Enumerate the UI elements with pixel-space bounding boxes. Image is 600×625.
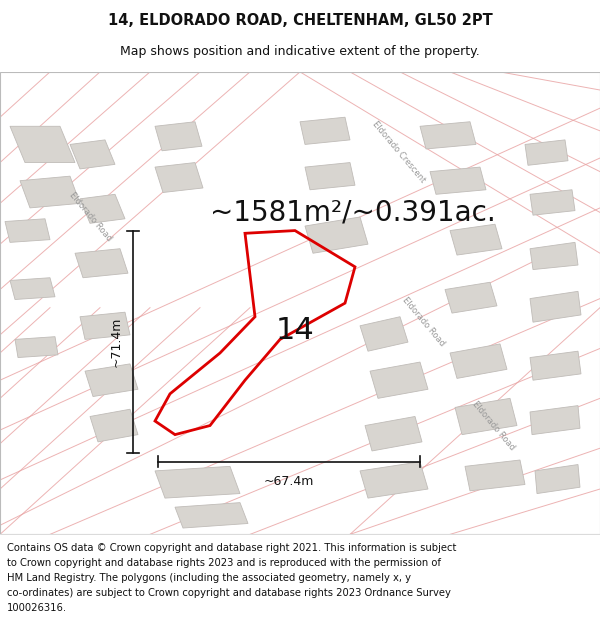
Text: ~1581m²/~0.391ac.: ~1581m²/~0.391ac. (210, 199, 496, 226)
Polygon shape (445, 282, 497, 313)
Text: HM Land Registry. The polygons (including the associated geometry, namely x, y: HM Land Registry. The polygons (includin… (7, 573, 411, 583)
Polygon shape (530, 242, 578, 269)
Polygon shape (20, 176, 80, 208)
Polygon shape (430, 167, 486, 194)
Text: Eldorado Road: Eldorado Road (470, 399, 516, 452)
Polygon shape (15, 337, 58, 357)
Polygon shape (305, 217, 368, 253)
Polygon shape (450, 344, 507, 378)
Polygon shape (10, 278, 55, 299)
Text: Eldorado Road: Eldorado Road (400, 295, 446, 348)
Text: Contains OS data © Crown copyright and database right 2021. This information is : Contains OS data © Crown copyright and d… (7, 543, 457, 554)
Polygon shape (300, 118, 350, 144)
Polygon shape (155, 122, 202, 151)
Polygon shape (360, 462, 428, 498)
Polygon shape (155, 466, 240, 498)
Polygon shape (530, 291, 581, 322)
Polygon shape (90, 409, 138, 442)
Polygon shape (5, 219, 50, 243)
Text: 100026316.: 100026316. (7, 603, 67, 613)
Polygon shape (465, 460, 525, 491)
Polygon shape (365, 416, 422, 451)
Text: Eldorado Crescent: Eldorado Crescent (370, 119, 427, 184)
Polygon shape (10, 126, 75, 162)
Polygon shape (530, 406, 580, 434)
Text: Map shows position and indicative extent of the property.: Map shows position and indicative extent… (120, 45, 480, 58)
Text: Eldorado Road: Eldorado Road (67, 191, 113, 243)
Text: to Crown copyright and database rights 2023 and is reproduced with the permissio: to Crown copyright and database rights 2… (7, 558, 441, 568)
Polygon shape (70, 140, 115, 169)
Polygon shape (530, 351, 581, 380)
Polygon shape (455, 398, 517, 434)
Text: 14, ELDORADO ROAD, CHELTENHAM, GL50 2PT: 14, ELDORADO ROAD, CHELTENHAM, GL50 2PT (107, 12, 493, 28)
Polygon shape (305, 162, 355, 190)
Polygon shape (175, 503, 248, 528)
Polygon shape (370, 362, 428, 398)
Text: ~71.4m: ~71.4m (110, 316, 123, 367)
Polygon shape (75, 249, 128, 278)
Polygon shape (80, 312, 130, 339)
Polygon shape (450, 224, 502, 255)
Text: ~67.4m: ~67.4m (264, 476, 314, 488)
Text: co-ordinates) are subject to Crown copyright and database rights 2023 Ordnance S: co-ordinates) are subject to Crown copyr… (7, 588, 451, 598)
Text: 14: 14 (275, 316, 314, 345)
Polygon shape (360, 317, 408, 351)
Polygon shape (525, 140, 568, 165)
Polygon shape (80, 194, 125, 223)
Polygon shape (420, 122, 476, 149)
Polygon shape (85, 364, 138, 396)
Polygon shape (530, 190, 575, 215)
Polygon shape (535, 464, 580, 494)
Polygon shape (155, 162, 203, 192)
